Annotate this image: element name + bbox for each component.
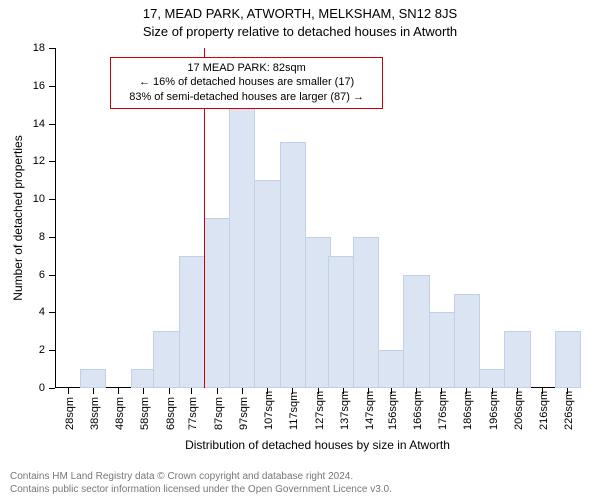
x-tick-label: 107sqm (263, 391, 275, 430)
x-tick (169, 388, 170, 394)
y-tick (49, 275, 55, 276)
x-tick-label: 38sqm (89, 397, 101, 430)
x-tick-label: 206sqm (513, 391, 525, 430)
y-tick (49, 86, 55, 87)
histogram-bar (179, 256, 205, 388)
x-tick-label: 77sqm (187, 397, 199, 430)
histogram-bar (454, 294, 480, 388)
y-tick (49, 312, 55, 313)
footer-attribution: Contains HM Land Registry data © Crown c… (10, 470, 392, 496)
histogram-bar (280, 142, 306, 388)
annotation-line: ← 16% of detached houses are smaller (17… (117, 75, 376, 90)
histogram-bar (403, 275, 429, 388)
y-tick-label: 18 (33, 42, 45, 54)
x-tick-label: 68sqm (165, 397, 177, 430)
x-tick-label: 58sqm (139, 397, 151, 430)
histogram-bar (429, 312, 455, 388)
x-tick-label: 226sqm (563, 391, 575, 430)
footer-line-2: Contains public sector information licen… (10, 483, 392, 496)
x-tick-label: 97sqm (238, 397, 250, 430)
histogram-bar (353, 237, 379, 388)
x-tick-label: 147sqm (364, 391, 376, 430)
y-tick (49, 199, 55, 200)
histogram-bar (555, 331, 581, 388)
y-tick-label: 14 (33, 118, 45, 130)
x-tick-label: 166sqm (412, 391, 424, 430)
x-tick-label: 127sqm (314, 391, 326, 430)
y-tick (49, 48, 55, 49)
x-tick-label: 28sqm (64, 397, 76, 430)
page-title: 17, MEAD PARK, ATWORTH, MELKSHAM, SN12 8… (0, 6, 600, 21)
histogram-bar (80, 369, 106, 388)
y-tick (49, 161, 55, 162)
y-tick-label: 8 (39, 231, 45, 243)
histogram-bar (378, 350, 404, 388)
y-tick-label: 4 (39, 306, 45, 318)
x-tick-label: 117sqm (288, 392, 300, 430)
x-tick-label: 156sqm (387, 391, 399, 430)
y-axis-line (55, 48, 56, 388)
x-tick (191, 388, 192, 394)
y-tick-label: 2 (39, 344, 45, 356)
x-tick (217, 388, 218, 394)
y-tick-label: 10 (33, 193, 45, 205)
histogram-bar (204, 218, 230, 388)
y-tick-label: 12 (33, 155, 45, 167)
histogram-bar (153, 331, 179, 388)
histogram-bar (479, 369, 505, 388)
x-tick (93, 388, 94, 394)
x-tick-label: 176sqm (437, 391, 449, 430)
annotation-box: 17 MEAD PARK: 82sqm← 16% of detached hou… (110, 57, 383, 110)
y-tick (49, 388, 55, 389)
annotation-line: 17 MEAD PARK: 82sqm (117, 61, 376, 76)
x-tick-label: 137sqm (339, 391, 351, 430)
x-tick (242, 388, 243, 394)
x-tick-label: 216sqm (538, 391, 550, 430)
x-tick-label: 87sqm (213, 397, 225, 430)
x-tick (143, 388, 144, 394)
x-tick-label: 48sqm (114, 397, 126, 430)
x-tick-label: 186sqm (462, 391, 474, 430)
histogram-bar (229, 105, 255, 388)
y-tick (49, 124, 55, 125)
y-tick-label: 0 (39, 382, 45, 394)
histogram-bar (254, 180, 280, 388)
histogram-bar (328, 256, 354, 388)
x-tick (68, 388, 69, 394)
y-tick (49, 237, 55, 238)
x-tick (118, 388, 119, 394)
y-tick (49, 350, 55, 351)
annotation-line: 83% of semi-detached houses are larger (… (117, 90, 376, 105)
y-tick-label: 6 (39, 269, 45, 281)
y-tick-label: 16 (33, 80, 45, 92)
x-axis-label: Distribution of detached houses by size … (55, 438, 580, 452)
y-axis-label: Number of detached properties (11, 135, 25, 300)
footer-line-1: Contains HM Land Registry data © Crown c… (10, 470, 392, 483)
x-tick-label: 196sqm (488, 391, 500, 430)
histogram-bar (504, 331, 530, 388)
page-subtitle: Size of property relative to detached ho… (0, 24, 600, 39)
histogram-plot: Distribution of detached houses by size … (55, 48, 580, 388)
